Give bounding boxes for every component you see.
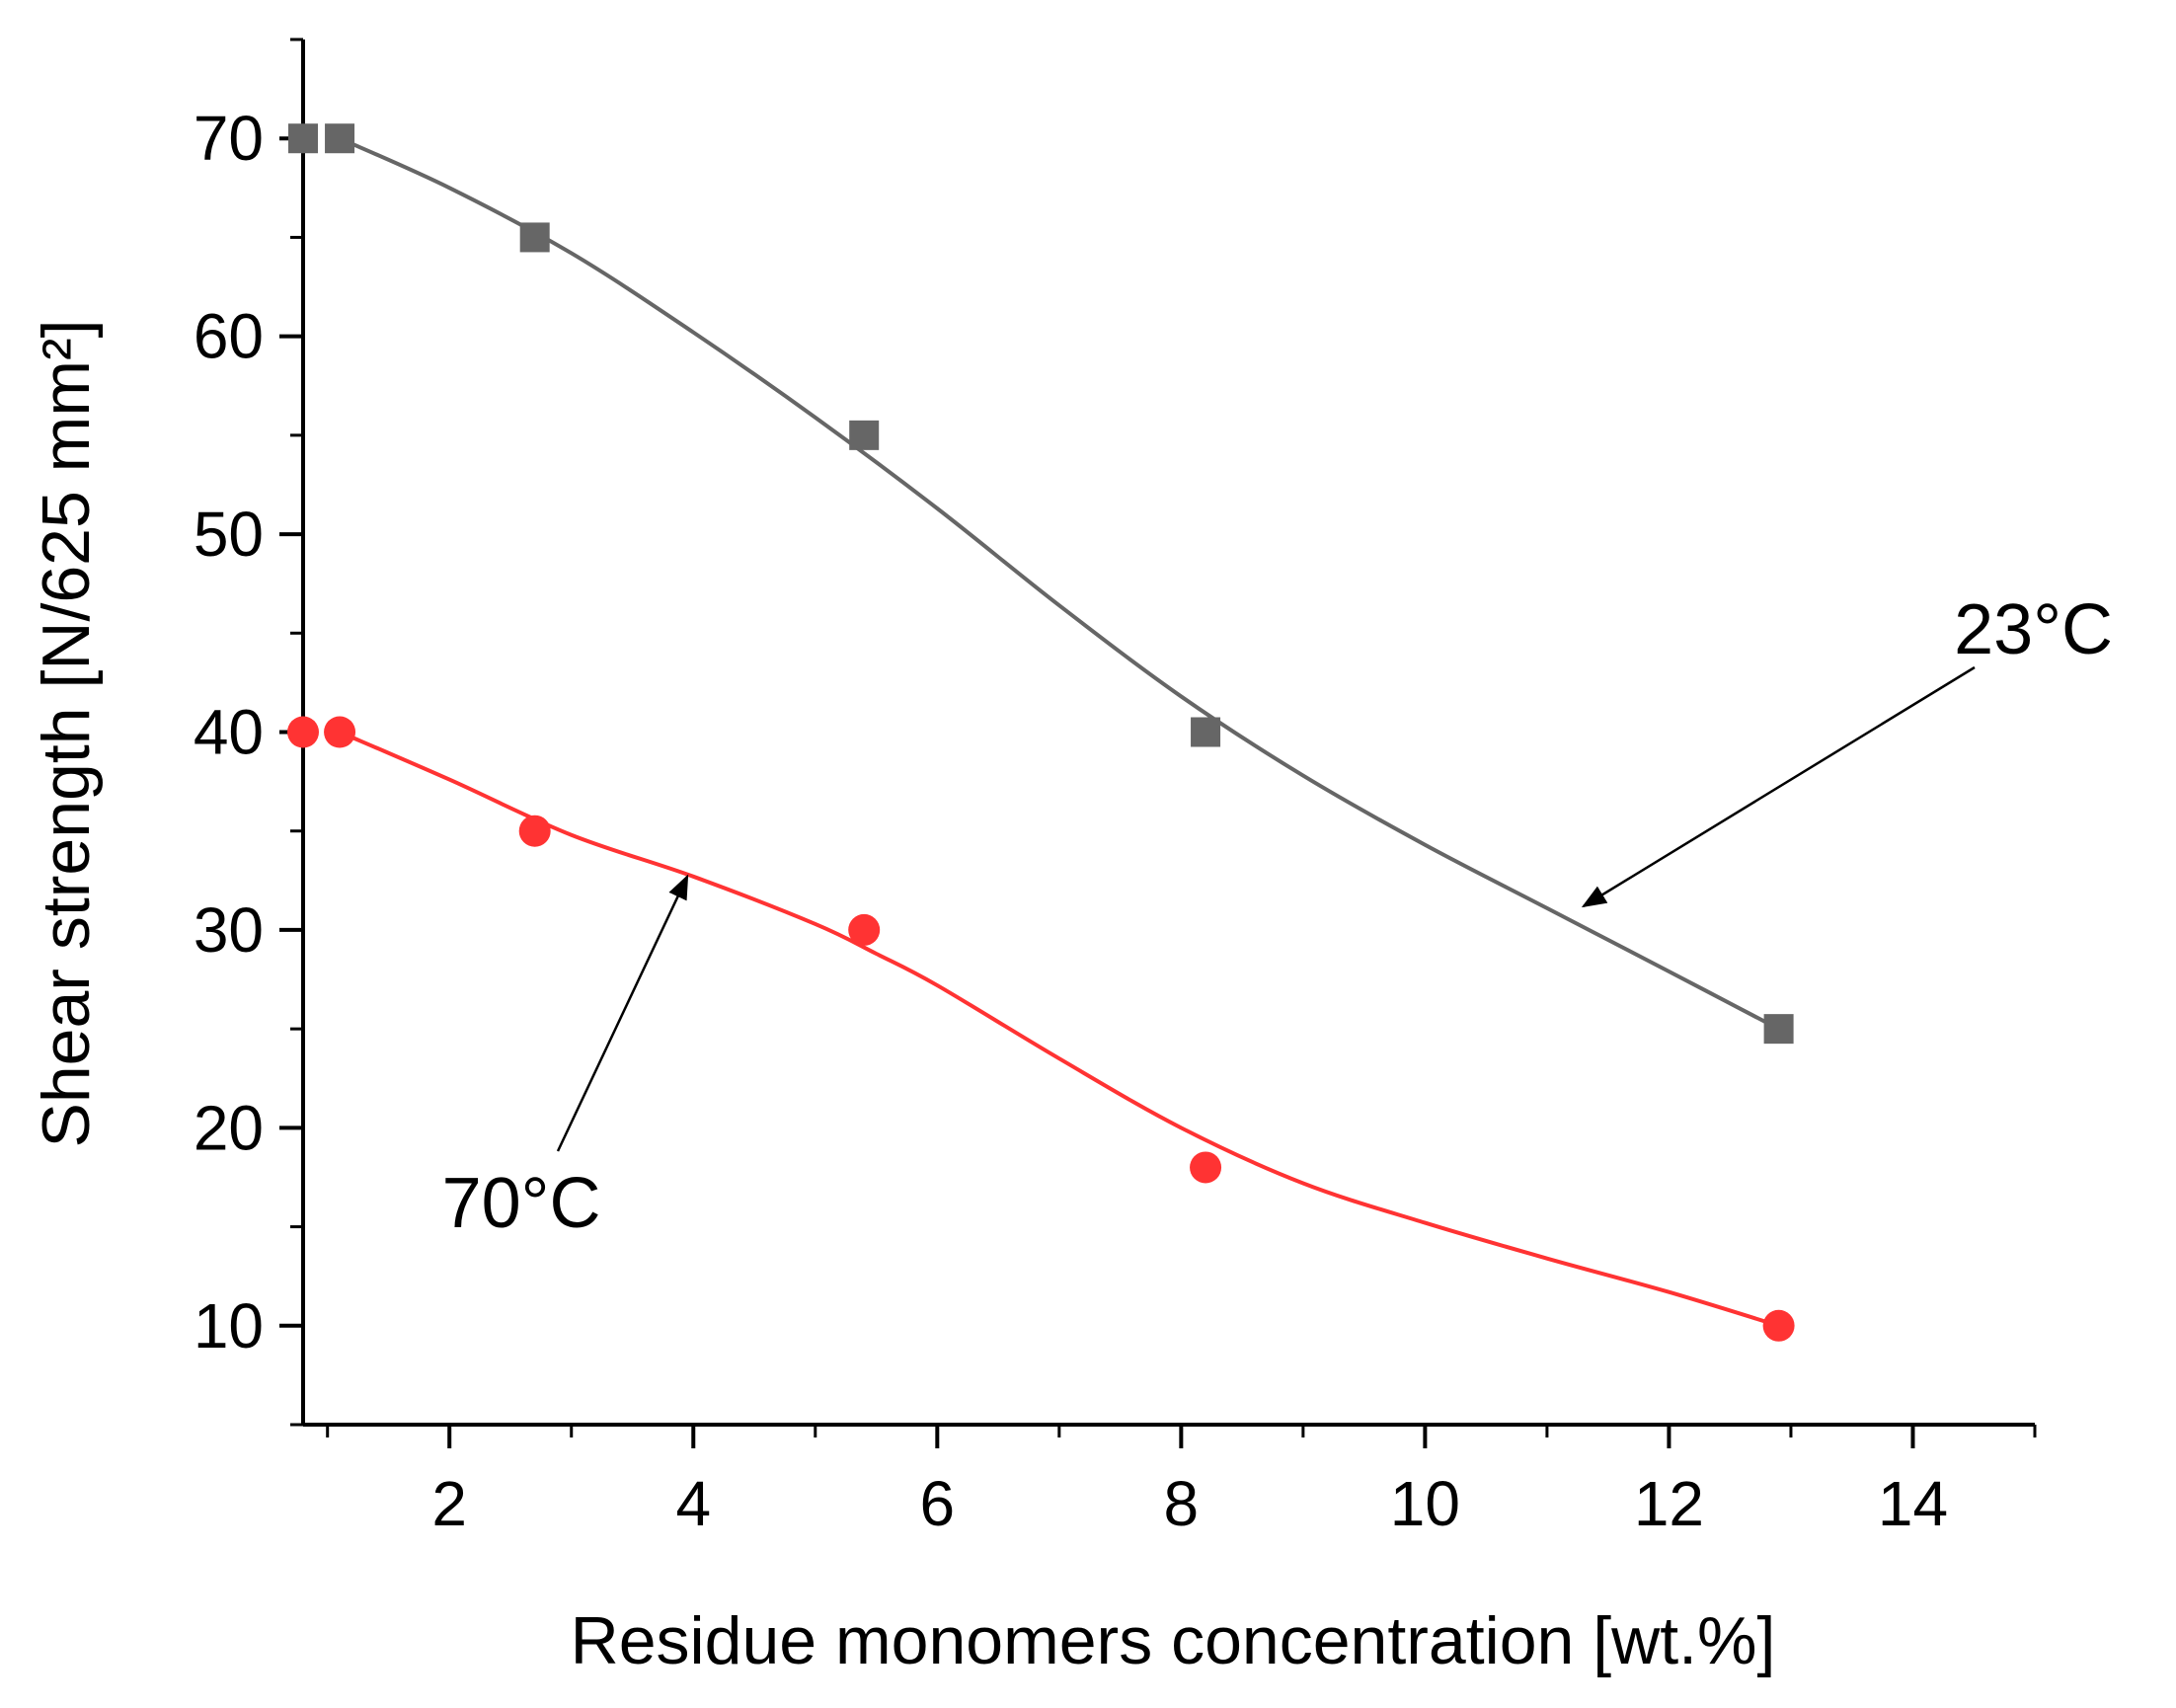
data-point-square xyxy=(519,222,550,253)
x-tick-label: 6 xyxy=(920,1468,956,1539)
x-tick-label: 12 xyxy=(1634,1468,1704,1539)
y-tick-label: 60 xyxy=(194,301,264,372)
y-ticks: 10 20 30 40 50 60 70 xyxy=(194,38,303,1427)
annotation-label-70c: 70°C xyxy=(442,1164,601,1243)
series-layer xyxy=(287,123,1795,1342)
y-tick-label: 40 xyxy=(194,697,264,768)
annotation-label-23c: 23°C xyxy=(1954,590,2113,669)
annotation-arrow-70c xyxy=(556,874,689,1152)
annotation-70c: 70°C xyxy=(442,874,689,1243)
series-line xyxy=(339,136,1780,1031)
y-tick-label: 50 xyxy=(194,499,264,570)
data-point-circle xyxy=(1190,1151,1222,1184)
x-tick-label: 14 xyxy=(1878,1468,1948,1539)
data-point-circle xyxy=(287,716,319,748)
y-tick-label: 70 xyxy=(194,103,264,174)
x-axis-title: Residue monomers concentration [wt.%] xyxy=(571,1603,1776,1678)
annotation-arrow-23c xyxy=(1581,665,1976,908)
x-tick-label: 8 xyxy=(1164,1468,1200,1539)
annotation-23c: 23°C xyxy=(1581,590,2113,908)
data-point-square xyxy=(1763,1014,1794,1045)
series-line xyxy=(339,730,1780,1328)
x-tick-label: 2 xyxy=(431,1468,467,1539)
data-point-circle xyxy=(518,815,551,847)
data-point-square xyxy=(849,420,880,450)
x-ticks: 2 4 6 8 10 12 14 xyxy=(326,1425,2037,1539)
y-tick-label: 20 xyxy=(194,1092,264,1163)
series-70c xyxy=(287,716,1795,1342)
x-axis: 2 4 6 8 10 12 14 xyxy=(303,1423,2037,1539)
x-tick-label: 10 xyxy=(1390,1468,1460,1539)
x-tick-label: 4 xyxy=(675,1468,711,1539)
y-axis: 10 20 30 40 50 60 70 xyxy=(194,38,305,1427)
data-point-square xyxy=(288,123,318,154)
data-point-circle xyxy=(848,913,881,946)
series-23c xyxy=(288,123,1794,1045)
y-axis-title: Shear strength [N/625 mm²] xyxy=(29,319,104,1147)
y-tick-label: 30 xyxy=(194,894,264,966)
data-point-square xyxy=(325,123,355,154)
data-point-circle xyxy=(1762,1309,1795,1342)
y-tick-label: 10 xyxy=(194,1290,264,1361)
data-point-circle xyxy=(324,716,356,748)
data-point-square xyxy=(1191,717,1221,747)
